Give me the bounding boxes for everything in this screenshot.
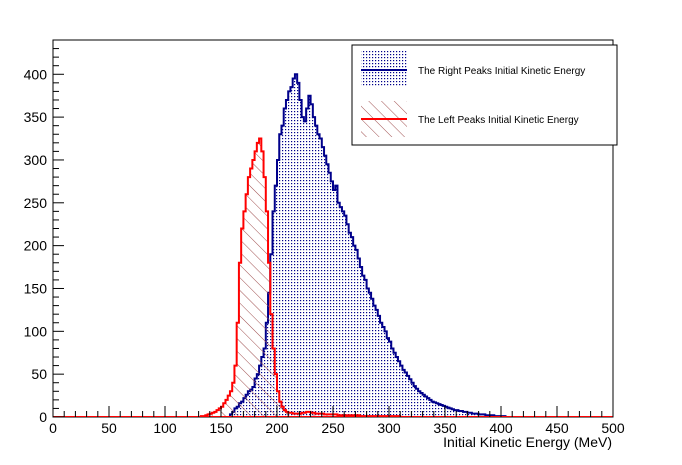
histogram-fill-right-peaks xyxy=(53,74,613,417)
y-tick-label: 400 xyxy=(24,66,48,82)
x-tick-label: 450 xyxy=(545,420,569,436)
legend-label-right-peaks: The Right Peaks Initial Kinetic Energy xyxy=(418,66,585,77)
x-tick-label: 400 xyxy=(489,420,513,436)
legend-label-left-peaks: The Left Peaks Initial Kinetic Energy xyxy=(418,115,579,126)
y-tick-label: 300 xyxy=(24,152,48,168)
x-tick-label: 250 xyxy=(321,420,345,436)
histogram-outline-left-peaks xyxy=(53,137,613,417)
y-tick-label: 200 xyxy=(24,238,48,254)
x-tick-label: 350 xyxy=(433,420,457,436)
x-tick-label: 500 xyxy=(601,420,625,436)
x-tick-label: 150 xyxy=(209,420,233,436)
x-axis-title: Initial Kinetic Energy (MeV) xyxy=(443,434,612,450)
legend: The Right Peaks Initial Kinetic Energy T… xyxy=(351,44,618,146)
series-layer xyxy=(53,73,613,417)
x-tick-label: 100 xyxy=(153,420,177,436)
x-tick-label: 0 xyxy=(49,420,57,436)
y-tick-label: 150 xyxy=(24,280,48,296)
y-tick-label: 50 xyxy=(31,366,47,382)
x-tick-label: 200 xyxy=(265,420,289,436)
y-tick-label: 350 xyxy=(24,109,48,125)
y-tick-label: 0 xyxy=(39,409,47,425)
x-tick-label: 50 xyxy=(101,420,117,436)
y-tick-label: 250 xyxy=(24,195,48,211)
y-tick-label: 100 xyxy=(24,323,48,339)
axes: 0 50 100 150 200 250 300 350 400 450 500 0 50 100 150 2… xyxy=(24,39,625,436)
x-tick-label: 300 xyxy=(377,420,401,436)
